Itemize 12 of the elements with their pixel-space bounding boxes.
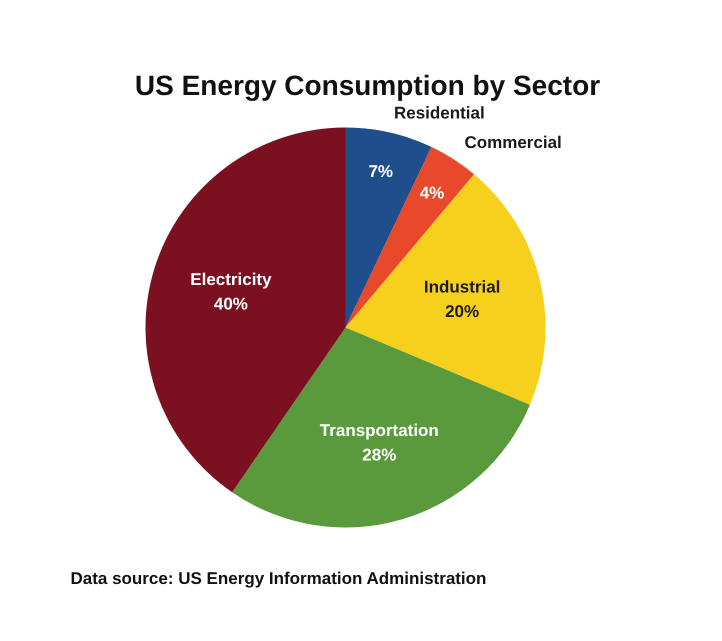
chart-title: US Energy Consumption by Sector	[134, 70, 600, 101]
slice-label: Electricity	[190, 270, 272, 290]
data-label: 40%	[214, 294, 248, 314]
slice-label: Commercial	[464, 132, 562, 152]
data-label: 28%	[362, 445, 396, 464]
slice-label: Transportation	[320, 420, 439, 440]
data-label: 7%	[368, 162, 394, 181]
data-label: 4%	[420, 183, 444, 202]
slice-label: Industrial	[424, 277, 500, 296]
slice-label: Residential	[394, 103, 485, 122]
data-label: 20%	[445, 302, 480, 322]
source-note: Data source: US Energy Information Administration	[70, 569, 486, 588]
